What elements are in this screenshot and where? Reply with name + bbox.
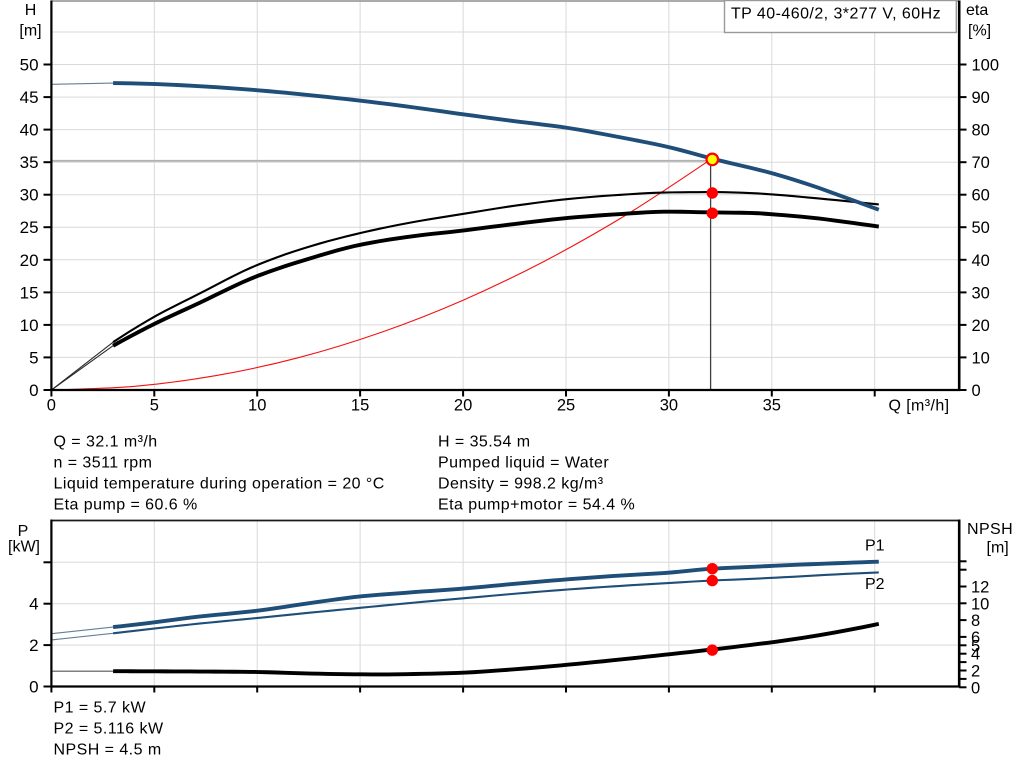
- svg-text:30: 30: [660, 397, 678, 415]
- svg-text:40: 40: [20, 121, 39, 140]
- svg-text:50: 50: [972, 219, 990, 237]
- svg-text:30: 30: [20, 186, 39, 205]
- svg-text:10: 10: [20, 316, 39, 335]
- svg-text:H = 35.54 m: H = 35.54 m: [438, 434, 531, 451]
- svg-text:50: 50: [20, 56, 39, 75]
- svg-text:P2: P2: [865, 576, 885, 593]
- svg-text:40: 40: [972, 252, 990, 270]
- svg-text:Q = 32.1 m³/h: Q = 32.1 m³/h: [54, 434, 158, 451]
- svg-text:12: 12: [971, 579, 989, 597]
- svg-text:0: 0: [971, 679, 980, 697]
- svg-text:100: 100: [972, 57, 1000, 75]
- svg-text:10: 10: [971, 595, 989, 613]
- svg-text:90: 90: [972, 89, 990, 107]
- svg-text:2: 2: [29, 636, 38, 655]
- svg-text:P1 = 5.7 kW: P1 = 5.7 kW: [54, 700, 147, 717]
- svg-text:10: 10: [972, 349, 990, 367]
- svg-text:Eta pump+motor = 54.4 %: Eta pump+motor = 54.4 %: [438, 497, 635, 514]
- svg-text:TP 40-460/2, 3*277 V, 60Hz: TP 40-460/2, 3*277 V, 60Hz: [731, 6, 941, 23]
- svg-text:eta: eta: [966, 2, 988, 19]
- svg-text:10: 10: [248, 397, 266, 415]
- svg-text:5: 5: [29, 348, 38, 367]
- svg-text:70: 70: [972, 154, 990, 172]
- svg-text:Liquid temperature during oper: Liquid temperature during operation = 20…: [54, 476, 385, 493]
- svg-text:P1: P1: [865, 538, 885, 555]
- svg-text:P: P: [18, 523, 29, 540]
- svg-text:4: 4: [971, 646, 980, 664]
- svg-text:0: 0: [47, 397, 56, 415]
- svg-text:15: 15: [351, 397, 369, 415]
- svg-text:[m]: [m]: [987, 539, 1009, 556]
- svg-text:15: 15: [20, 283, 39, 302]
- svg-text:60: 60: [972, 187, 990, 205]
- svg-text:80: 80: [972, 122, 990, 140]
- svg-text:0: 0: [29, 381, 38, 400]
- svg-text:2: 2: [971, 663, 980, 681]
- svg-text:5: 5: [150, 397, 159, 415]
- svg-text:0: 0: [29, 678, 38, 697]
- svg-text:Eta pump = 60.6 %: Eta pump = 60.6 %: [54, 497, 198, 514]
- svg-text:25: 25: [557, 397, 575, 415]
- svg-text:Q [m³/h]: Q [m³/h]: [889, 398, 950, 415]
- svg-text:[%]: [%]: [968, 22, 991, 39]
- svg-text:20: 20: [972, 317, 990, 335]
- svg-text:6: 6: [971, 629, 980, 647]
- svg-text:n = 3511 rpm: n = 3511 rpm: [54, 455, 153, 472]
- svg-text:30: 30: [972, 284, 990, 302]
- svg-text:35: 35: [763, 397, 781, 415]
- svg-text:[kW]: [kW]: [8, 539, 40, 556]
- svg-text:H: H: [25, 2, 37, 19]
- svg-text:Pumped liquid = Water: Pumped liquid = Water: [438, 455, 609, 472]
- svg-text:35: 35: [20, 153, 39, 172]
- svg-text:45: 45: [20, 88, 39, 107]
- svg-text:25: 25: [20, 218, 39, 237]
- svg-text:NPSH: NPSH: [967, 521, 1013, 538]
- svg-text:[m]: [m]: [19, 22, 41, 39]
- svg-text:0: 0: [972, 382, 981, 400]
- svg-text:8: 8: [971, 612, 980, 630]
- svg-text:5: 5: [971, 637, 980, 655]
- svg-text:20: 20: [20, 251, 39, 270]
- svg-text:20: 20: [454, 397, 472, 415]
- svg-text:P2 = 5.116 kW: P2 = 5.116 kW: [54, 721, 165, 738]
- svg-text:NPSH = 4.5 m: NPSH = 4.5 m: [54, 742, 162, 759]
- svg-text:4: 4: [29, 595, 38, 614]
- svg-text:Density = 998.2 kg/m³: Density = 998.2 kg/m³: [438, 476, 604, 493]
